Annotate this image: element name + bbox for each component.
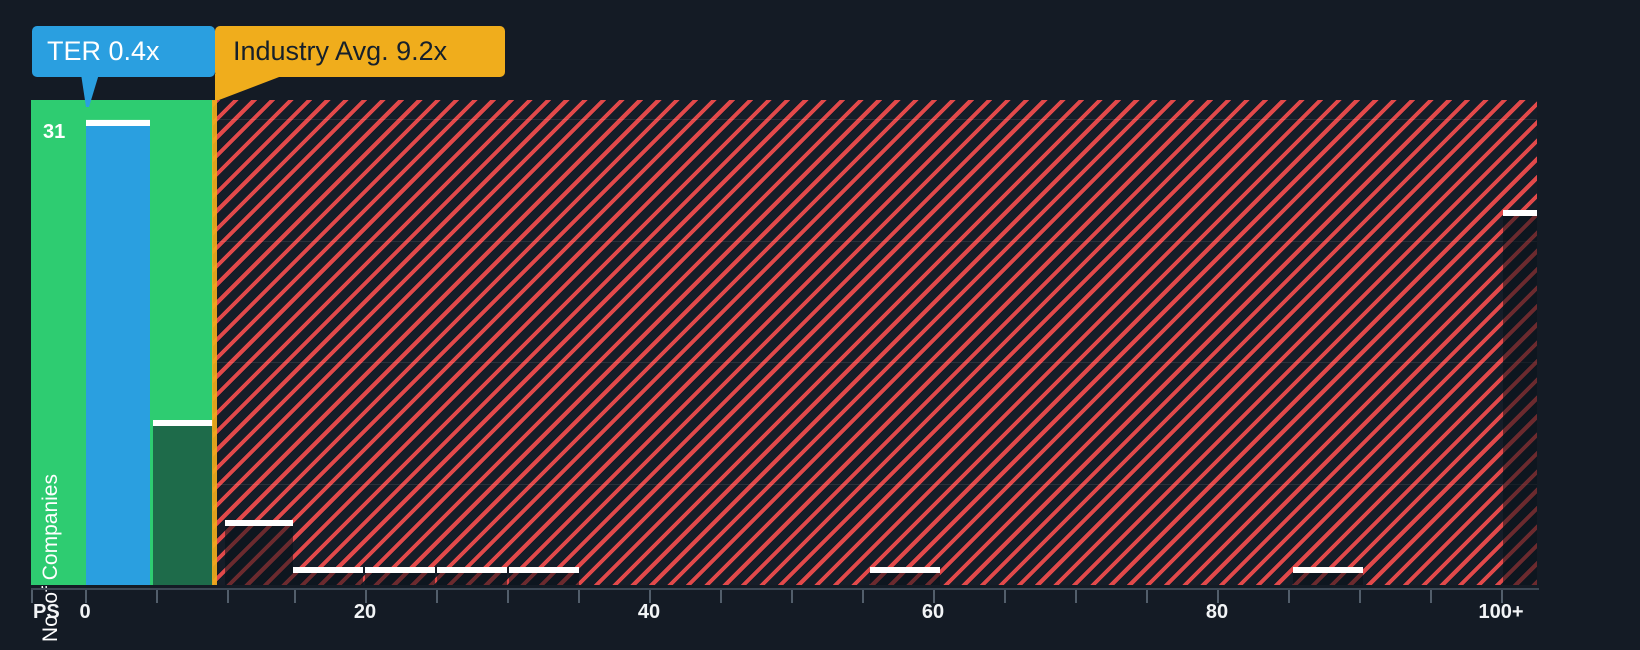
x-axis-line: [31, 588, 1539, 590]
axis-tick: [862, 590, 864, 603]
axis-label-0: 0: [79, 601, 91, 623]
axis-label-100p: 100+: [1478, 601, 1524, 623]
bar-bin-1[interactable]: [293, 567, 363, 585]
axis-tick: [436, 590, 438, 603]
industry-average-line: [212, 100, 217, 585]
gridline: [31, 484, 1537, 485]
industry-average-callout-label: Industry Avg. 9.2x: [233, 36, 448, 66]
bar-cap: [437, 567, 507, 573]
bar-bin-1[interactable]: [365, 567, 435, 585]
axis-tick: [365, 590, 367, 603]
bar-cap: [870, 567, 940, 573]
axis-tick: [31, 590, 33, 603]
axis-label-80: 80: [1205, 601, 1229, 623]
expensive-zone-hatched: [213, 100, 1537, 585]
bar-cap: [1293, 567, 1363, 573]
axis-tick: [1430, 590, 1432, 603]
bar-cap: [86, 120, 150, 126]
industry-average-callout[interactable]: Industry Avg. 9.2x: [215, 26, 505, 77]
axis-label-40: 40: [637, 601, 661, 623]
axis-tick: [156, 590, 158, 603]
ter-callout[interactable]: TER 0.4x: [32, 26, 215, 77]
axis-label-60: 60: [921, 601, 945, 623]
x-axis-name: PS: [33, 601, 60, 623]
gridline: [31, 362, 1537, 363]
plot-area: [31, 100, 1537, 585]
axis-tick: [1501, 590, 1503, 603]
ter-callout-tail-icon: [81, 74, 99, 107]
bar-bin-1[interactable]: [1293, 567, 1363, 585]
bar-cap: [365, 567, 435, 573]
axis-tick: [507, 590, 509, 603]
industry-average-callout-tail-icon: [215, 74, 287, 100]
ter-callout-label: TER 0.4x: [47, 36, 160, 66]
axis-tick: [1004, 590, 1006, 603]
gridline: [31, 119, 1537, 120]
axis-tick: [1288, 590, 1290, 603]
axis-tick: [1217, 590, 1219, 603]
axis-tick: [649, 590, 651, 603]
bar-cap: [293, 567, 363, 573]
bar-cap: [225, 520, 293, 526]
bar-cap: [153, 420, 213, 426]
axis-tick: [85, 590, 87, 603]
axis-tick: [933, 590, 935, 603]
bar-bin-1[interactable]: [509, 567, 579, 585]
axis-tick: [720, 590, 722, 603]
bar-bin-11[interactable]: [153, 420, 213, 585]
axis-tick: [227, 590, 229, 603]
bar-bin-1[interactable]: [870, 567, 940, 585]
axis-tick: [578, 590, 580, 603]
bar-cap: [1503, 210, 1537, 216]
axis-tick: [1359, 590, 1361, 603]
bar-cap: [509, 567, 579, 573]
bar-ter-highlight[interactable]: [86, 120, 150, 585]
bar-bin-100-plus[interactable]: [1503, 210, 1537, 585]
table-row[interactable]: [31, 100, 86, 585]
axis-tick: [1075, 590, 1077, 603]
axis-tick: [1146, 590, 1148, 603]
gridline: [31, 241, 1537, 242]
bar-bin-1[interactable]: [437, 567, 507, 585]
bar-value-label: 31: [43, 121, 66, 143]
bar-bin-4[interactable]: [225, 520, 293, 585]
axis-tick: [294, 590, 296, 603]
axis-tick: [791, 590, 793, 603]
axis-label-20: 20: [353, 601, 377, 623]
